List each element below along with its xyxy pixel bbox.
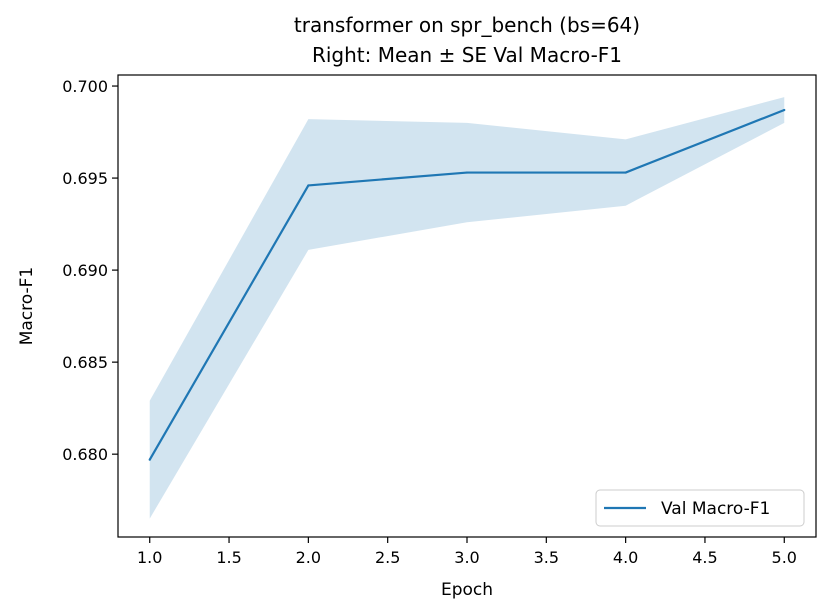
x-tick-label: 4.5: [692, 548, 717, 567]
data-point: [307, 184, 310, 187]
legend: Val Macro-F1: [595, 489, 805, 527]
y-tick-label: 0.695: [62, 169, 108, 188]
y-tick-label: 0.685: [62, 353, 108, 372]
chart-title: transformer on spr_bench (bs=64): [294, 13, 640, 37]
series-line-layer: [148, 108, 786, 461]
x-axis-label: Epoch: [441, 580, 493, 600]
data-point: [624, 171, 627, 174]
x-tick-label: 4.0: [613, 548, 638, 567]
data-point: [148, 458, 151, 461]
confidence-band-layer: [149, 97, 785, 519]
legend-box: [595, 489, 805, 527]
x-tick-label: 5.0: [772, 548, 797, 567]
y-tick-label: 0.690: [62, 261, 108, 280]
y-tick-layer: 0.680 0.685 0.690 0.695 0.700: [62, 77, 118, 464]
y-tick-label: 0.700: [62, 77, 108, 96]
legend-label-val-macro-f1: Val Macro-F1: [661, 499, 770, 519]
x-tick-label: 2.0: [296, 548, 321, 567]
data-point: [465, 171, 469, 174]
x-tick-layer: 1.0 1.5 2.0 2.5 3.0 3.5 4.0 4.5 5.0: [137, 537, 797, 567]
se-band-0: [149, 97, 785, 519]
x-tick-label: 1.5: [216, 548, 241, 567]
data-point: [783, 108, 786, 112]
x-tick-label: 2.5: [375, 548, 400, 567]
x-tick-label: 3.0: [454, 548, 479, 567]
y-axis-label: Macro-F1: [17, 267, 37, 346]
y-tick-label: 0.680: [62, 445, 108, 464]
chart-subtitle: Right: Mean ± SE Val Macro-F1: [312, 43, 622, 67]
x-tick-label: 1.0: [137, 548, 162, 567]
x-tick-label: 3.5: [534, 548, 559, 567]
